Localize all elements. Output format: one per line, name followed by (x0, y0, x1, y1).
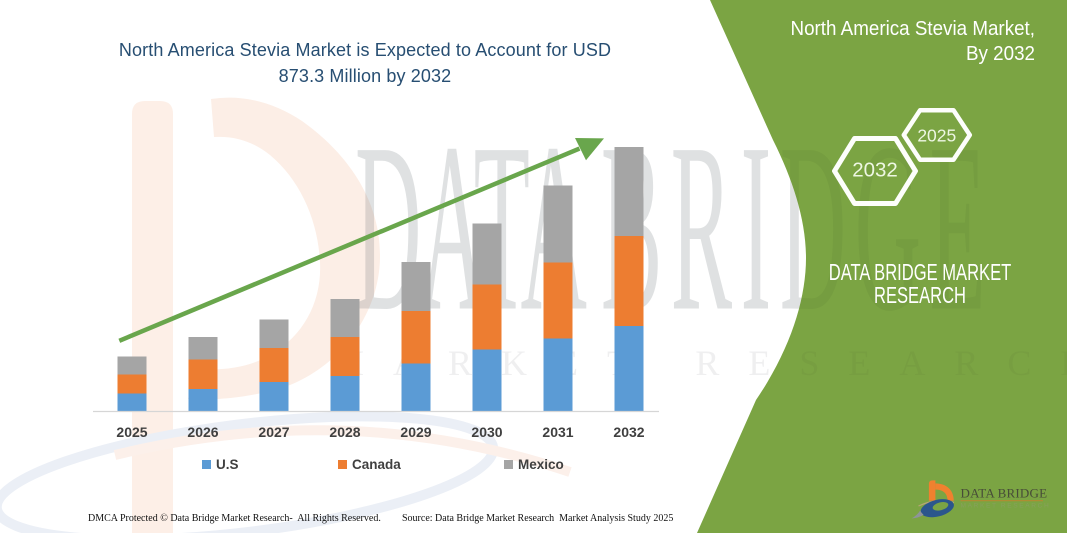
svg-text:DATA BRIDGE: DATA BRIDGE (961, 485, 1048, 500)
svg-text:2032: 2032 (852, 159, 898, 182)
svg-text:MARKET RESEARCH: MARKET RESEARCH (961, 503, 1051, 510)
svg-text:2025: 2025 (917, 126, 956, 146)
